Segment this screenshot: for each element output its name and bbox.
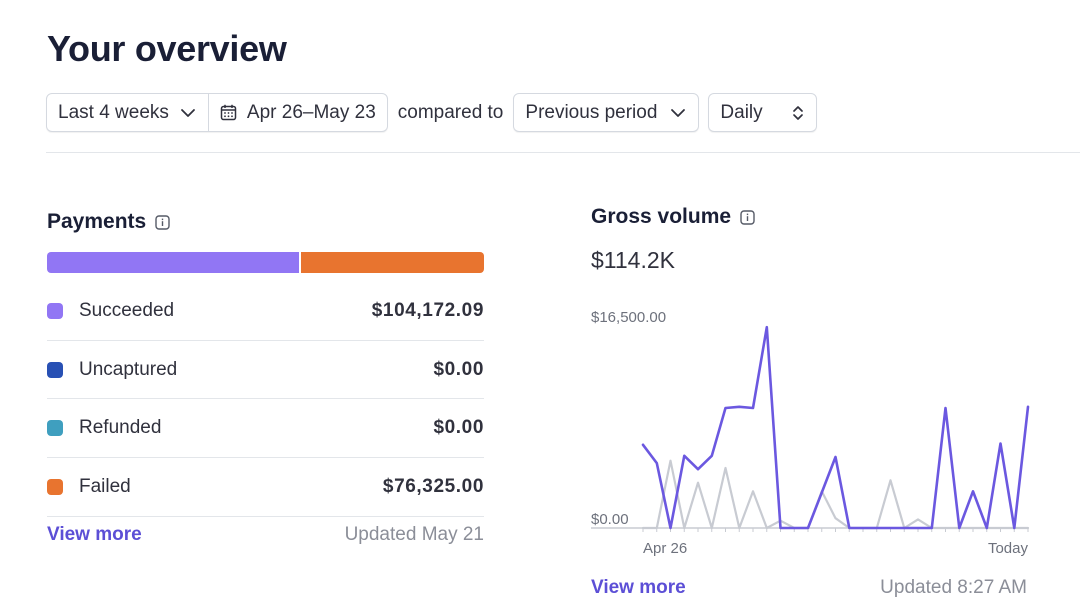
chevron-down-icon xyxy=(179,104,197,122)
header-divider xyxy=(46,152,1080,153)
payment-row-label: Succeeded xyxy=(79,299,175,321)
payments-list: Succeeded $104,172.09 Uncaptured $0.00 Refun… xyxy=(47,282,484,517)
comparison-select[interactable]: Previous period xyxy=(513,93,700,132)
range-label: Last 4 weeks xyxy=(58,101,169,123)
payments-title-text: Payments xyxy=(47,210,147,233)
gross-volume-title-text: Gross volume xyxy=(591,205,732,228)
payment-row-value: $0.00 xyxy=(433,358,484,380)
payment-row-left: Uncaptured xyxy=(47,359,177,381)
info-icon[interactable] xyxy=(740,209,755,225)
gross-volume-panel: Gross volume $114.2K $16,500.00 $0.00 Apr … xyxy=(591,205,1031,598)
gross-volume-total: $114.2K xyxy=(591,247,675,273)
x-tick-label-start: Apr 26 xyxy=(643,540,687,557)
payments-stacked-bar xyxy=(47,252,484,273)
range-select[interactable]: Last 4 weeks xyxy=(47,94,208,131)
page-title: Your overview xyxy=(47,28,287,69)
stacked-bar-segment-succeeded[interactable] xyxy=(47,252,300,273)
y-tick-label-min: $0.00 xyxy=(591,511,629,528)
calendar-icon xyxy=(220,104,237,121)
payment-row-left: Refunded xyxy=(47,417,161,439)
payment-row-value: $0.00 xyxy=(433,417,484,439)
payments-updated-text: Updated May 21 xyxy=(344,524,484,545)
payment-row-refunded[interactable]: Refunded $0.00 xyxy=(47,399,484,459)
date-picker[interactable]: Apr 26–May 23 xyxy=(207,94,387,131)
payment-row-left: Succeeded xyxy=(47,300,174,322)
chevron-down-icon xyxy=(669,104,687,122)
payment-row-failed[interactable]: Failed $76,325.00 xyxy=(47,458,484,517)
legend-swatch xyxy=(47,361,63,378)
x-tick-label-end: Today xyxy=(988,540,1029,557)
date-range-label: Apr 26–May 23 xyxy=(246,101,376,123)
stacked-bar-segment-failed[interactable] xyxy=(299,252,484,273)
info-icon[interactable] xyxy=(155,214,170,230)
legend-swatch xyxy=(47,478,63,495)
gross-view-more-link[interactable]: View more xyxy=(591,577,686,598)
payment-row-uncaptured[interactable]: Uncaptured $0.00 xyxy=(47,341,484,400)
payment-row-label: Uncaptured xyxy=(79,358,178,380)
gross-volume-title: Gross volume xyxy=(591,205,1031,229)
payment-row-label: Refunded xyxy=(79,417,162,439)
gross-volume-chart[interactable]: $16,500.00 $0.00 Apr 26 Today xyxy=(591,300,1031,565)
compared-to-label: compared to xyxy=(397,101,504,123)
legend-swatch xyxy=(47,302,63,319)
payment-row-label: Failed xyxy=(79,475,131,497)
payments-footer: View more Updated May 21 xyxy=(47,524,484,546)
interval-label: Daily xyxy=(720,101,763,123)
payments-panel: Payments Succeeded $104,172.09 Uncaptured $… xyxy=(47,210,484,545)
y-tick-label-max: $16,500.00 xyxy=(591,309,666,326)
gross-updated-text: Updated 8:27 AM xyxy=(880,577,1027,598)
payment-row-value: $76,325.00 xyxy=(382,475,484,497)
payments-title: Payments xyxy=(47,210,484,234)
legend-swatch xyxy=(47,420,63,437)
filter-bar: Last 4 weeks Apr 26–May 23 compared to P… xyxy=(46,93,818,132)
interval-select[interactable]: Daily xyxy=(708,93,818,132)
payment-row-left: Failed xyxy=(47,476,131,498)
date-range-control: Last 4 weeks Apr 26–May 23 xyxy=(46,93,388,132)
gross-volume-footer: View more Updated 8:27 AM xyxy=(591,577,1027,599)
payment-row-value: $104,172.09 xyxy=(371,299,484,321)
series-line-0 xyxy=(641,325,1030,530)
series-line-1 xyxy=(641,459,1030,530)
payments-view-more-link[interactable]: View more xyxy=(47,524,142,545)
comparison-label: Previous period xyxy=(525,101,658,123)
payment-row-succeeded[interactable]: Succeeded $104,172.09 xyxy=(47,282,484,341)
chevron-up-down-icon xyxy=(791,104,805,122)
